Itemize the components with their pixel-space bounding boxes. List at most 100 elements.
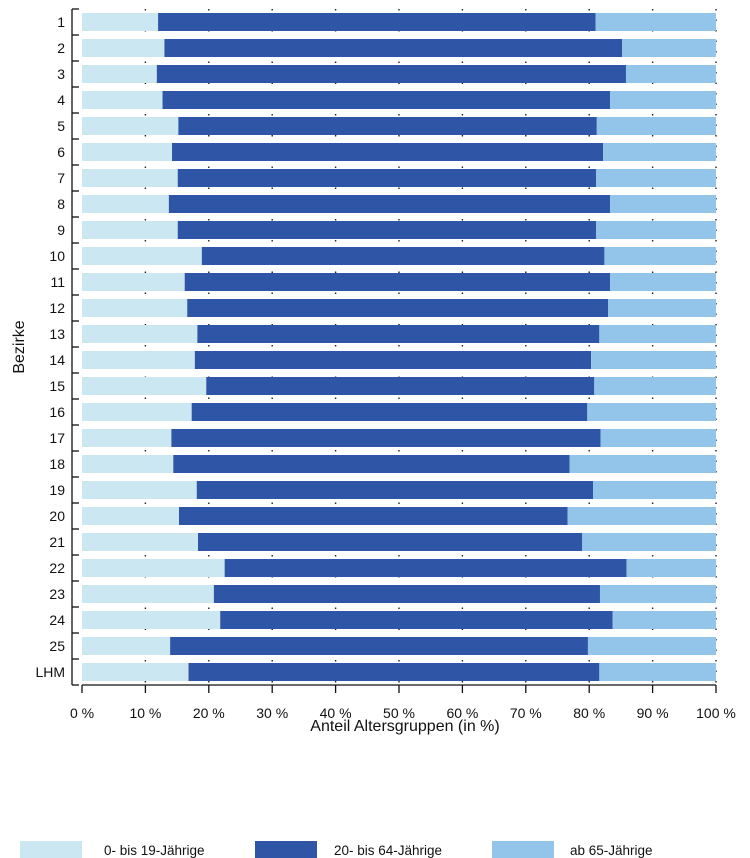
bar-segment-1 [82, 559, 225, 577]
y-tick-label: LHM [35, 664, 65, 680]
bar-segment-2 [170, 637, 588, 655]
bar-segment-2 [177, 169, 597, 187]
x-axis-title: Anteil Altersgruppen (in %) [310, 718, 499, 735]
bar-segment-1 [82, 195, 169, 213]
bar-segment-1 [82, 637, 171, 655]
bar-segment-1 [82, 299, 188, 317]
bar-segment-3 [600, 429, 716, 447]
bar-segment-3 [603, 143, 716, 161]
axes: 1234567891011121314151617181920212223242… [35, 8, 736, 721]
y-tick-label: 13 [49, 326, 65, 342]
x-tick-label: 10 % [129, 705, 161, 721]
legend-swatch [255, 841, 317, 858]
bar-segment-3 [593, 481, 716, 499]
x-tick-label: 0 % [70, 705, 94, 721]
bar-segment-3 [587, 637, 716, 655]
y-tick-label: 11 [50, 274, 65, 290]
bar-segment-2 [158, 13, 596, 31]
y-tick-label: 1 [57, 14, 65, 30]
y-tick-label: 14 [49, 352, 65, 368]
bar-segment-3 [610, 195, 716, 213]
bar-segment-3 [604, 247, 716, 265]
bar-segment-2 [194, 351, 592, 369]
bar-segment-2 [156, 65, 626, 83]
bar-segment-3 [612, 611, 716, 629]
x-tick-label: 80 % [573, 705, 605, 721]
bar-segment-2 [198, 533, 583, 551]
bar-segment-2 [224, 559, 627, 577]
bar-segment-3 [582, 533, 716, 551]
y-tick-label: 16 [49, 404, 65, 420]
y-tick-label: 9 [57, 222, 65, 238]
y-tick-label: 3 [57, 66, 65, 82]
bar-segment-2 [187, 299, 609, 317]
bar-segment-2 [196, 481, 594, 499]
y-tick-label: 2 [57, 40, 65, 56]
y-axis-title: Bezirke [11, 320, 28, 373]
y-tick-label: 7 [57, 170, 65, 186]
bar-segment-1 [82, 65, 157, 83]
bar-segment-1 [82, 455, 174, 473]
bar-segment-2 [188, 663, 600, 681]
legend-label: 0- bis 19-Jährige [104, 843, 205, 858]
x-tick-label: 30 % [256, 705, 288, 721]
bar-segment-3 [622, 39, 716, 57]
bar-segment-1 [82, 325, 198, 343]
legend: 0- bis 19-Jährige 20- bis 64-Jährige ab 65… [20, 841, 653, 858]
bar-segment-3 [596, 117, 716, 135]
bar-segment-1 [82, 533, 199, 551]
y-tick-label: 24 [49, 612, 65, 628]
bar-segment-3 [599, 585, 716, 603]
x-tick-label: 90 % [637, 705, 669, 721]
bar-segment-1 [82, 273, 185, 291]
legend-swatch [20, 841, 82, 858]
x-tick-label: 60 % [446, 705, 478, 721]
bar-segment-3 [569, 455, 716, 473]
y-tick-label: 4 [57, 92, 65, 108]
bar-segment-2 [172, 143, 604, 161]
bar-segment-2 [178, 117, 597, 135]
bar-segment-1 [82, 507, 180, 525]
bar-segment-1 [82, 585, 214, 603]
bar-segment-1 [82, 247, 202, 265]
bar-segment-3 [599, 325, 716, 343]
bar-segment-2 [173, 455, 570, 473]
legend-label: ab 65-Jährige [570, 843, 653, 858]
bar-segment-2 [213, 585, 600, 603]
bar-segment-2 [164, 39, 623, 57]
bar-segment-3 [626, 559, 716, 577]
bar-segment-1 [82, 91, 163, 109]
bar-segment-1 [82, 403, 192, 421]
bar-segment-1 [82, 429, 172, 447]
x-tick-label: 40 % [320, 705, 352, 721]
bar-segment-2 [206, 377, 595, 395]
bar-segment-1 [82, 117, 179, 135]
bar-segment-1 [82, 663, 189, 681]
bar-segment-1 [82, 377, 207, 395]
bar-segment-1 [82, 481, 197, 499]
bar-segment-3 [610, 91, 716, 109]
grid-lines [144, 9, 717, 685]
bar-segment-1 [82, 13, 159, 31]
x-tick-label: 100 % [696, 705, 736, 721]
y-tick-label: 23 [49, 586, 65, 602]
bar-segment-3 [567, 507, 716, 525]
bar-segment-1 [82, 169, 178, 187]
y-tick-label: 18 [49, 456, 65, 472]
bar-segment-2 [168, 195, 611, 213]
bar-segment-3 [587, 403, 716, 421]
bar-segment-3 [625, 65, 716, 83]
y-tick-label: 15 [49, 378, 65, 394]
bar-segment-3 [608, 299, 716, 317]
legend-label: 20- bis 64-Jährige [334, 843, 442, 858]
bar-segment-2 [171, 429, 601, 447]
y-tick-label: 8 [57, 196, 65, 212]
bars [82, 13, 716, 681]
y-tick-label: 5 [57, 118, 65, 134]
bar-segment-3 [596, 169, 716, 187]
y-tick-label: 25 [49, 638, 65, 654]
bar-segment-3 [610, 273, 716, 291]
bar-segment-3 [594, 377, 716, 395]
bar-segment-3 [591, 351, 716, 369]
y-tick-label: 17 [49, 430, 65, 446]
